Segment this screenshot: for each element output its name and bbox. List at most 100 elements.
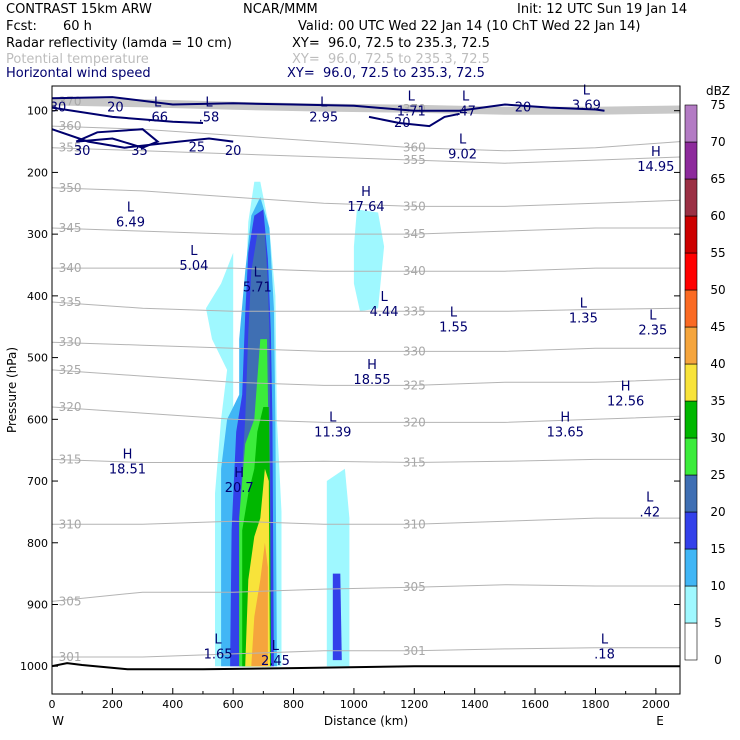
theta-label-325-1: 325 — [403, 378, 426, 392]
wind-label-3: 35 — [131, 144, 148, 159]
theta-contour-370 — [52, 97, 680, 115]
extremum-value-8: 6.49 — [116, 216, 145, 231]
plot-frame — [51, 85, 681, 695]
extremum-value-11: 5.71 — [243, 280, 272, 295]
theta-label-310-0: 310 — [59, 517, 82, 531]
terrain-layer — [52, 662, 680, 671]
fcst-value: 60 h — [63, 19, 92, 34]
y-tick-label-500: 500 — [27, 352, 48, 365]
colorbar-label-0: 0 — [714, 653, 722, 667]
theta-label-305-1: 305 — [403, 580, 426, 594]
extremum-value-18: 11.39 — [314, 425, 351, 440]
extremum-value-13: 1.55 — [439, 321, 468, 336]
west-label: W — [52, 714, 64, 728]
colorbar-label-35: 35 — [710, 394, 725, 408]
extremum-symbol-19: H — [560, 410, 570, 425]
theta-contour-330 — [52, 341, 680, 352]
wind-label-0: 30 — [50, 101, 67, 116]
theta-contour-310 — [52, 517, 680, 525]
extremum-value-24: 2.45 — [261, 654, 290, 669]
x-tick-label-1200: 1200 — [400, 698, 428, 711]
colorbar-swatch-5 — [684, 585, 698, 624]
colorbar-label-70: 70 — [710, 135, 725, 149]
extremum-symbol-12: L — [380, 290, 388, 305]
extremum-symbol-25: L — [601, 633, 609, 648]
extremum-value-12: 4.44 — [370, 305, 399, 320]
extremum-symbol-11: L — [254, 265, 262, 280]
wind-contour-3 — [52, 128, 234, 149]
center-name: NCAR/MMM — [243, 2, 318, 17]
extremum-symbol-13: L — [450, 306, 458, 321]
theta-label-360-0: 360 — [59, 119, 82, 133]
x-tick-label-1400: 1400 — [461, 698, 489, 711]
wind-label-6: 20 — [394, 116, 411, 131]
x-tick-label-2000: 2000 — [642, 698, 670, 711]
theta-label-305-0: 305 — [59, 594, 82, 608]
colorbar-label-65: 65 — [710, 172, 725, 186]
colorbar-label-20: 20 — [710, 505, 725, 519]
wind-contour-1 — [52, 106, 204, 124]
wind-contour-0 — [52, 96, 605, 112]
extremum-symbol-10: L — [190, 244, 198, 259]
x-tick-label-600: 600 — [223, 698, 244, 711]
extremum-symbol-4: L — [462, 90, 470, 105]
y-tick-label-1000: 1000 — [20, 660, 48, 673]
extremum-symbol-17: H — [621, 380, 631, 395]
theta-label-310-1: 310 — [403, 517, 426, 531]
theta-contour-360 — [52, 125, 680, 152]
colorbar-label-75: 75 — [710, 98, 725, 112]
extremum-symbol-23: L — [214, 633, 222, 648]
theta-label-340-0: 340 — [59, 261, 82, 275]
theta-label-301-1: 301 — [403, 644, 426, 658]
reflectivity-cell-10 — [251, 542, 268, 667]
extremum-symbol-15: L — [649, 309, 657, 324]
colorbar-swatch-15 — [684, 511, 698, 550]
y-tick-label-200: 200 — [27, 166, 48, 179]
x-axis-title: Distance (km) — [324, 714, 408, 728]
field-3-xy: XY= 96.0, 72.5 to 235.3, 72.5 — [287, 66, 485, 81]
extremum-symbol-18: L — [329, 410, 337, 425]
reflectivity-cell-1 — [353, 209, 385, 312]
extremum-symbol-1: L — [205, 96, 213, 111]
extremum-value-20: 18.51 — [109, 463, 146, 478]
extremum-symbol-9: H — [361, 185, 371, 200]
extremum-symbol-0: L — [154, 96, 162, 111]
y-tick-label-100: 100 — [27, 105, 48, 118]
colorbar-label-55: 55 — [710, 246, 725, 260]
colorbar-swatch-25 — [684, 437, 698, 476]
extremum-value-1: .58 — [199, 111, 220, 126]
colorbar-label-30: 30 — [710, 431, 725, 445]
y-tick-label-800: 800 — [27, 537, 48, 550]
field-2-xy: XY= 96.0, 72.5 to 235.3, 72.5 — [292, 52, 490, 67]
theta-label-335-1: 335 — [403, 304, 426, 318]
valid-time: Valid: 00 UTC Wed 22 Jan 14 (10 ChT Wed … — [298, 19, 641, 34]
extremum-value-25: .18 — [594, 648, 615, 663]
theta-label-330-1: 330 — [403, 344, 426, 358]
theta-label-325-0: 325 — [59, 363, 82, 377]
theta-label-370-1: 370 — [403, 102, 426, 116]
x-tick-label-1800: 1800 — [581, 698, 609, 711]
extremum-symbol-20: H — [123, 448, 133, 463]
extremum-symbol-3: L — [408, 90, 416, 105]
colorbar-label-60: 60 — [710, 209, 725, 223]
extremum-value-9: 17.64 — [347, 200, 384, 215]
init-time: Init: 12 UTC Sun 19 Jan 14 — [517, 2, 688, 17]
colorbar-label-50: 50 — [710, 283, 725, 297]
colorbar-swatch-65 — [684, 141, 698, 180]
colorbar-swatch-30 — [684, 400, 698, 439]
theta-label-315-1: 315 — [403, 456, 426, 470]
colorbar-label-25: 25 — [710, 468, 725, 482]
extremum-value-5: 3.69 — [572, 98, 601, 113]
theta-label-355-0: 355 — [59, 141, 82, 155]
theta-label-355-1: 355 — [403, 153, 426, 167]
wind-label-7: 20 — [515, 101, 532, 116]
theta-contour-301 — [52, 647, 680, 658]
field-2-name: Potential temperature — [6, 52, 149, 67]
y-tick-label-900: 900 — [27, 598, 48, 611]
east-label: E — [656, 714, 664, 728]
y-tick-label-400: 400 — [27, 290, 48, 303]
extremum-value-3: 1.71 — [397, 105, 426, 120]
colorbar-label-40: 40 — [710, 357, 725, 371]
extremum-value-4: .47 — [455, 105, 476, 120]
x-tick-label-400: 400 — [162, 698, 183, 711]
